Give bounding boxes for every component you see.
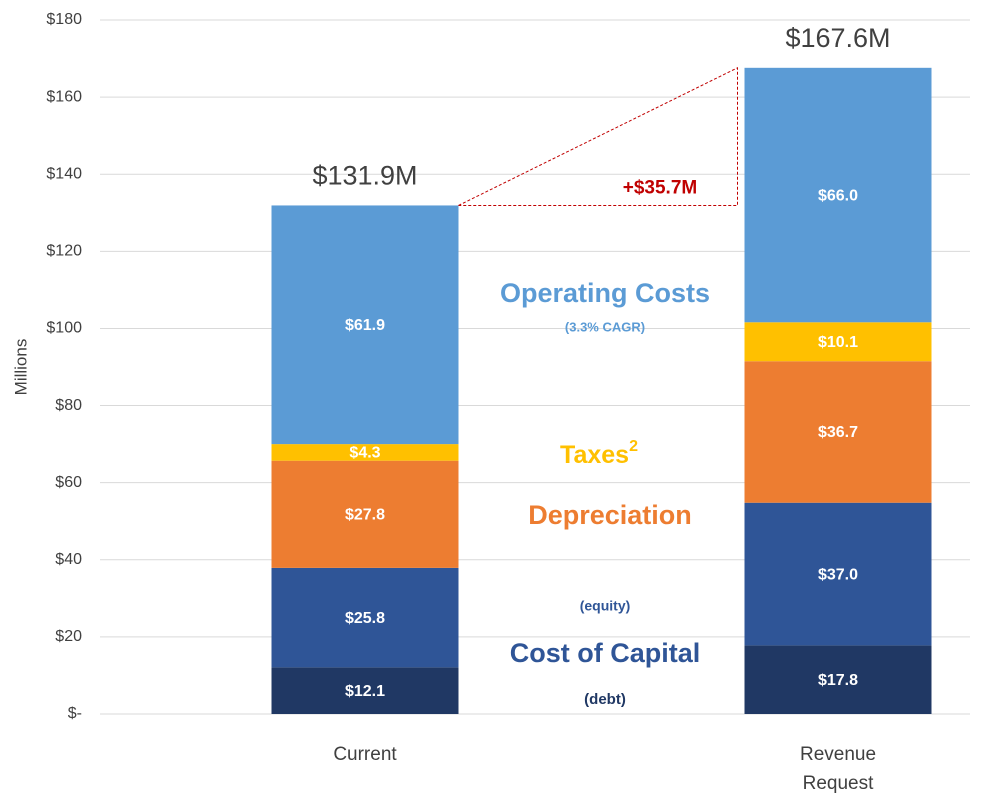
y-tick-label: $80 bbox=[55, 397, 82, 414]
series-label: Taxes2 bbox=[560, 438, 638, 468]
difference-label: +$35.7M bbox=[623, 177, 697, 198]
series-label: (debt) bbox=[584, 691, 626, 708]
data-label: $4.3 bbox=[349, 445, 380, 462]
y-axis-label: Millions bbox=[11, 339, 30, 396]
series-superscript: 2 bbox=[629, 438, 638, 455]
data-label: $10.1 bbox=[818, 334, 858, 351]
series-note: (3.3% CAGR) bbox=[565, 319, 645, 334]
data-label: $66.0 bbox=[818, 187, 858, 204]
data-label: $12.1 bbox=[345, 683, 385, 700]
bar-segment bbox=[271, 667, 459, 714]
bar-segment bbox=[271, 444, 459, 461]
difference-bracket bbox=[458, 67, 738, 206]
data-label: $17.8 bbox=[818, 672, 858, 689]
bar-segment bbox=[744, 645, 932, 714]
bar-segment bbox=[271, 567, 459, 668]
data-label: $37.0 bbox=[818, 566, 858, 583]
x-tick-label: Revenue Request bbox=[799, 744, 877, 794]
y-tick-label: $20 bbox=[55, 628, 82, 645]
bar-segment bbox=[744, 67, 932, 323]
y-tick-label: $60 bbox=[55, 474, 82, 491]
x-tick-label: Current bbox=[333, 744, 397, 765]
bar-segment bbox=[744, 502, 932, 646]
series-label: Depreciation bbox=[528, 500, 692, 530]
bar-segment bbox=[271, 205, 459, 445]
series-name: Taxes bbox=[560, 441, 629, 469]
data-label: $27.8 bbox=[345, 507, 385, 524]
y-tick-label: $180 bbox=[46, 11, 82, 28]
total-label: $131.9M bbox=[312, 161, 417, 191]
y-tick-label: $40 bbox=[55, 551, 82, 568]
data-label: $61.9 bbox=[345, 317, 385, 334]
data-label: $25.8 bbox=[345, 610, 385, 627]
y-tick-label: $- bbox=[68, 705, 82, 722]
series-label: Operating Costs bbox=[500, 278, 710, 308]
y-tick-label: $160 bbox=[46, 88, 82, 105]
y-tick-label: $140 bbox=[46, 165, 82, 182]
bar-segment bbox=[744, 322, 932, 362]
total-label: $167.6M bbox=[785, 23, 890, 53]
bar-segment bbox=[744, 361, 932, 503]
y-tick-label: $120 bbox=[46, 243, 82, 260]
y-tick-label: $100 bbox=[46, 320, 82, 337]
data-label: $36.7 bbox=[818, 424, 858, 441]
series-label: (equity) bbox=[580, 598, 631, 614]
series-group-label: Cost of Capital bbox=[510, 638, 701, 668]
bar-segment bbox=[271, 460, 459, 568]
